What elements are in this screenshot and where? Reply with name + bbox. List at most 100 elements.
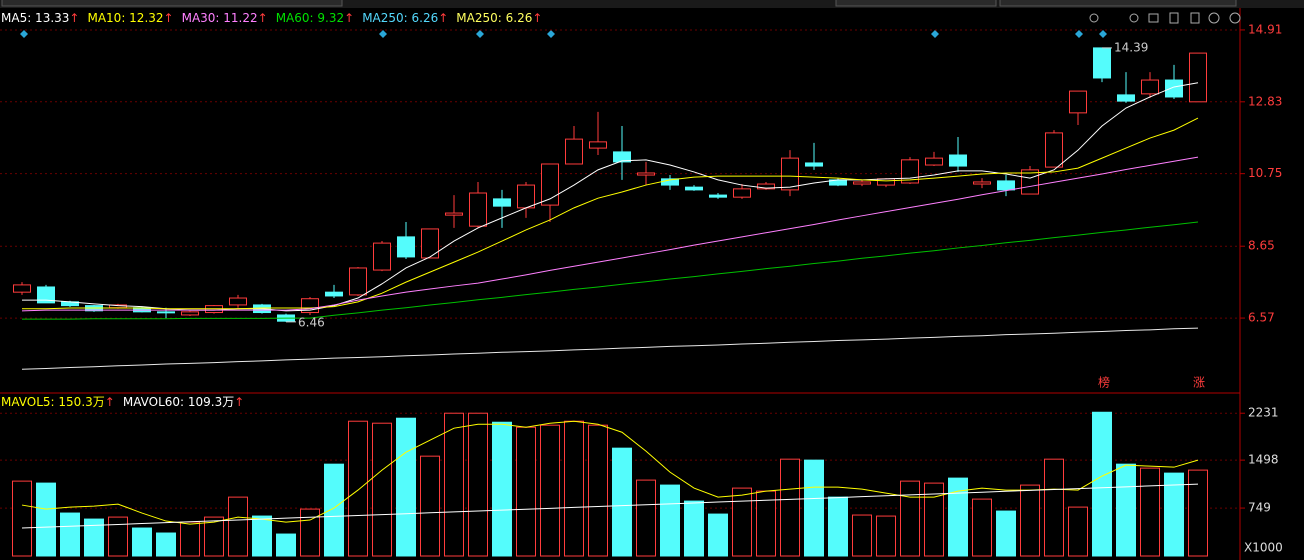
- event-marker: 榜: [1098, 375, 1110, 390]
- volume-bar: [372, 422, 392, 557]
- candle-body: [853, 181, 871, 185]
- volume-bar: [84, 518, 104, 557]
- candle-body: [1165, 79, 1183, 98]
- candle-body: [445, 212, 463, 216]
- y-tick-label: 749: [1248, 501, 1271, 515]
- volume-bar: [444, 412, 464, 557]
- volume-bar: [684, 500, 704, 557]
- volume-bar: [660, 484, 680, 557]
- candle-body: [421, 228, 439, 259]
- candle-body: [469, 192, 487, 227]
- candle-body: [709, 194, 727, 198]
- legend-arrow: ↑: [438, 11, 448, 25]
- legend-arrow: ↑: [344, 11, 354, 25]
- legend-arrow: ↑: [69, 11, 79, 25]
- ma-line: [21, 327, 1199, 370]
- volume-bar: [1020, 484, 1040, 557]
- ma-line: [21, 156, 1199, 312]
- y-tick-label: 2231: [1248, 406, 1279, 420]
- volume-bar: [1116, 463, 1136, 557]
- volume-bar: [348, 420, 368, 557]
- candle-body: [373, 242, 391, 271]
- legend-label: MA10: 12.32: [87, 11, 163, 25]
- volume-bar: [588, 424, 608, 557]
- volume-bar: [60, 512, 80, 557]
- volume-bar: [1164, 472, 1184, 557]
- legend-arrow: ↑: [105, 395, 115, 409]
- ma-line: [22, 221, 1199, 320]
- ma-line: [22, 117, 1199, 310]
- volume-bar: [204, 516, 224, 557]
- candle-body: [181, 311, 199, 316]
- legend: MAVOL5: 150.3万↑ MAVOL60: 109.3万↑: [1, 395, 244, 409]
- volume-bar: [492, 421, 512, 557]
- candle-body: [949, 154, 967, 167]
- volume-bar: [36, 482, 56, 557]
- volume-bar: [612, 447, 632, 557]
- volume-bar: [468, 412, 488, 557]
- volume-bar: [828, 496, 848, 557]
- legend-label: MAVOL5: 150.3万: [1, 395, 105, 409]
- candle-body: [37, 286, 55, 304]
- legend: MA5: 13.33↑ MA10: 12.32↑ MA30: 11.22↑ MA60:…: [1, 11, 542, 25]
- volume-bar: [276, 533, 296, 557]
- volume-bar: [12, 480, 32, 557]
- candle-body: [805, 162, 823, 167]
- tool-icons[interactable]: [1089, 12, 1241, 24]
- event-marker: 涨: [1193, 375, 1205, 390]
- candle-body: [973, 181, 991, 185]
- candle-body: [565, 138, 583, 165]
- volume-bar: [996, 510, 1016, 557]
- volume-bar: [324, 463, 344, 557]
- volume-bar: [180, 521, 200, 557]
- volume-bar: [636, 479, 656, 557]
- volume-bar: [300, 508, 320, 557]
- candle-body: [997, 180, 1015, 191]
- volume-bar: [972, 498, 992, 557]
- candle-body: [589, 141, 607, 149]
- candle-body: [325, 291, 343, 297]
- y-tick-label: 12.83: [1248, 94, 1282, 108]
- volume-bar: [1044, 458, 1064, 557]
- volume-bar: [564, 420, 584, 557]
- candle-body: [877, 178, 895, 186]
- legend-arrow: ↑: [164, 11, 174, 25]
- legend-label: MAVOL60: 109.3万: [123, 395, 234, 409]
- legend-label: MA30: 11.22: [182, 11, 258, 25]
- candle-body: [1189, 52, 1207, 103]
- toolbar: [0, 0, 1304, 8]
- volume-bar: [540, 424, 560, 557]
- toolbar-buttons: [1, 0, 1237, 7]
- candle-body: [757, 183, 775, 190]
- candle-body: [733, 188, 751, 198]
- candle-body: [397, 236, 415, 258]
- volume-bar: [156, 532, 176, 557]
- candle-body: [613, 151, 631, 163]
- legend-arrow: ↑: [234, 395, 244, 409]
- volume-bar: [900, 480, 920, 557]
- volume-bar: [396, 417, 416, 557]
- candle-body: [1069, 90, 1087, 114]
- candle-body: [13, 284, 31, 293]
- candle-body: [1021, 169, 1039, 195]
- y-tick-label: 10.75: [1248, 166, 1282, 180]
- volume-unit: X1000: [1244, 541, 1283, 555]
- volume-bar: [708, 513, 728, 557]
- volume-bar: [1140, 467, 1160, 557]
- volume-bar: [804, 459, 824, 557]
- candle-body: [781, 157, 799, 191]
- candle-body: [493, 198, 511, 207]
- volume-bar: [1092, 411, 1112, 557]
- y-tick-label: 6.57: [1248, 311, 1275, 325]
- volume-bar: [732, 487, 752, 557]
- candle-body: [1141, 79, 1159, 95]
- volume-bar: [420, 455, 440, 557]
- y-tick-label: 14.91: [1248, 22, 1282, 36]
- candle-body: [157, 311, 175, 314]
- annotation: 6.46: [298, 315, 325, 329]
- y-tick-label: 8.65: [1248, 239, 1275, 253]
- volume-bar: [108, 516, 128, 557]
- volume-bar: [516, 426, 536, 557]
